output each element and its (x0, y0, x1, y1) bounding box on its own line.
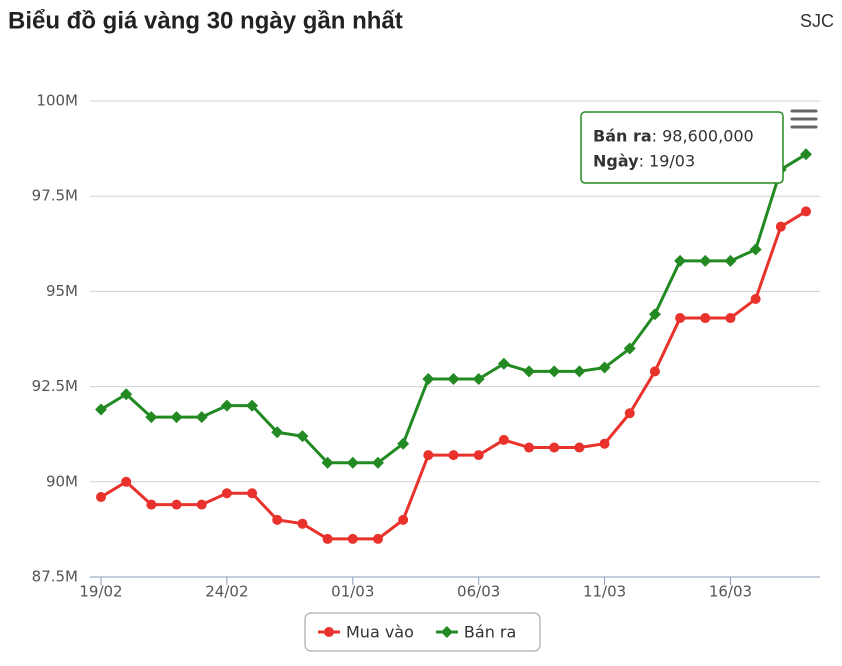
source-label: SJC (800, 11, 834, 31)
x-tick-label: 11/03 (583, 583, 626, 601)
point (801, 206, 811, 217)
point (523, 365, 536, 378)
point (725, 313, 736, 324)
point (371, 456, 384, 469)
point (648, 308, 661, 321)
point (145, 411, 158, 424)
point (448, 450, 459, 461)
tooltip-value: : 19/03 (639, 152, 696, 171)
point (321, 456, 334, 469)
tooltip: Bán ra: 98,600,000 Ngày: 19/03 (580, 111, 784, 184)
point (247, 488, 258, 499)
point (472, 372, 485, 385)
y-tick-label: 90M (46, 472, 78, 490)
legend: Mua vào Bán ra (304, 612, 541, 652)
point (96, 492, 106, 503)
legend-box (304, 612, 541, 652)
point (422, 372, 435, 385)
point (271, 426, 284, 439)
menu-icon[interactable] (790, 109, 818, 129)
tooltip-key: Ngày (593, 152, 639, 171)
point (347, 533, 358, 544)
point (623, 342, 636, 355)
chart-title: Biểu đồ giá vàng 30 ngày gần nhất (8, 7, 403, 34)
point (121, 476, 132, 487)
point (195, 411, 208, 424)
x-tick-label: 01/03 (331, 583, 374, 601)
point (675, 313, 686, 324)
point (196, 499, 207, 510)
point (170, 411, 183, 424)
point (775, 221, 786, 232)
point (549, 442, 560, 453)
point (296, 430, 309, 443)
x-tick-label: 19/02 (79, 583, 122, 601)
y-tick-label: 87.5M (32, 568, 78, 586)
point (95, 403, 107, 416)
point (447, 372, 460, 385)
point (372, 533, 383, 544)
point (246, 399, 259, 412)
tooltip-box (580, 111, 784, 184)
point (574, 442, 585, 453)
point (674, 254, 687, 267)
x-tick-label: 06/03 (457, 583, 500, 601)
point (624, 408, 635, 419)
point (700, 313, 711, 324)
x-tick-label: 16/03 (709, 583, 752, 601)
point (599, 438, 610, 449)
y-tick-label: 92.5M (32, 377, 78, 395)
point (473, 450, 484, 461)
tooltip-key: Bán ra (593, 127, 652, 146)
point (324, 627, 334, 637)
point (724, 254, 737, 267)
point (397, 437, 410, 450)
point (423, 450, 434, 461)
point (524, 442, 535, 453)
point (548, 365, 561, 378)
point (297, 518, 308, 529)
tooltip-value: : 98,600,000 (652, 127, 754, 146)
point (573, 365, 586, 378)
point (220, 399, 233, 412)
legend-label[interactable]: Bán ra (464, 623, 516, 642)
point (346, 456, 359, 469)
point (800, 148, 812, 161)
point (398, 514, 409, 525)
legend-label[interactable]: Mua vào (346, 623, 414, 642)
point (322, 533, 333, 544)
y-tick-label: 97.5M (32, 187, 78, 205)
point (440, 626, 453, 638)
point (750, 294, 761, 305)
point (598, 361, 611, 374)
point (649, 366, 660, 377)
point (749, 243, 762, 256)
x-tick-label: 24/02 (205, 583, 248, 601)
point (272, 514, 283, 525)
y-tick-label: 100M (36, 92, 78, 110)
point (171, 499, 182, 510)
point (221, 488, 232, 499)
y-tick-label: 95M (46, 282, 78, 300)
point (699, 254, 712, 267)
point (146, 499, 157, 510)
point (120, 388, 133, 401)
point (497, 357, 510, 370)
point (498, 434, 509, 445)
